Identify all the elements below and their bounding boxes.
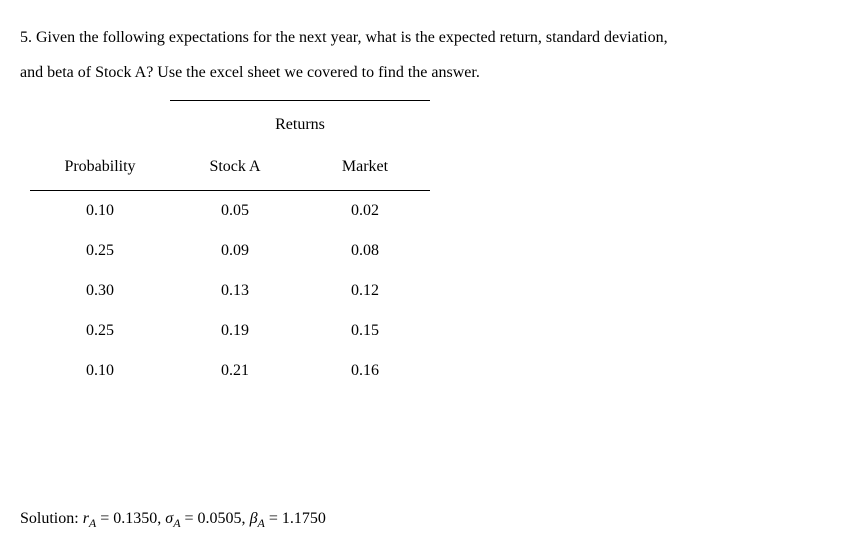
- cell: 0.30: [30, 271, 170, 311]
- sigma-value: = 0.0505,: [181, 510, 250, 527]
- table-super-header: Returns: [170, 101, 430, 145]
- beta-symbol: β: [250, 510, 258, 527]
- col-header-market: Market: [300, 145, 430, 191]
- col-header-probability: Probability: [30, 145, 170, 191]
- cell: 0.25: [30, 231, 170, 271]
- cell: 0.10: [30, 351, 170, 391]
- solution-line: Solution: rA = 0.1350, σA = 0.0505, βA =…: [20, 501, 827, 537]
- table-row: 0.25 0.09 0.08: [30, 231, 430, 271]
- question-line1: 5. Given the following expectations for …: [20, 29, 668, 46]
- table-row: 0.10 0.21 0.16: [30, 351, 430, 391]
- solution-label: Solution:: [20, 510, 83, 527]
- cell: 0.10: [30, 190, 170, 231]
- beta-value: = 1.1750: [265, 510, 326, 527]
- cell: 0.25: [30, 311, 170, 351]
- cell: 0.12: [300, 271, 430, 311]
- cell: 0.16: [300, 351, 430, 391]
- col-header-stock-a: Stock A: [170, 145, 300, 191]
- r-value: = 0.1350,: [96, 510, 165, 527]
- cell: 0.21: [170, 351, 300, 391]
- table-row: 0.25 0.19 0.15: [30, 311, 430, 351]
- table-row: 0.10 0.05 0.02: [30, 190, 430, 231]
- cell: 0.09: [170, 231, 300, 271]
- sigma-symbol: σ: [165, 510, 173, 527]
- table-row: 0.30 0.13 0.12: [30, 271, 430, 311]
- cell: 0.08: [300, 231, 430, 271]
- cell: 0.15: [300, 311, 430, 351]
- cell: 0.13: [170, 271, 300, 311]
- returns-table: Returns Probability Stock A Market 0.10 …: [30, 100, 430, 390]
- cell: 0.19: [170, 311, 300, 351]
- question-text: 5. Given the following expectations for …: [20, 20, 827, 90]
- cell: 0.02: [300, 190, 430, 231]
- cell: 0.05: [170, 190, 300, 231]
- question-line2: and beta of Stock A? Use the excel sheet…: [20, 64, 480, 81]
- sigma-subscript: A: [173, 516, 180, 530]
- beta-subscript: A: [258, 516, 265, 530]
